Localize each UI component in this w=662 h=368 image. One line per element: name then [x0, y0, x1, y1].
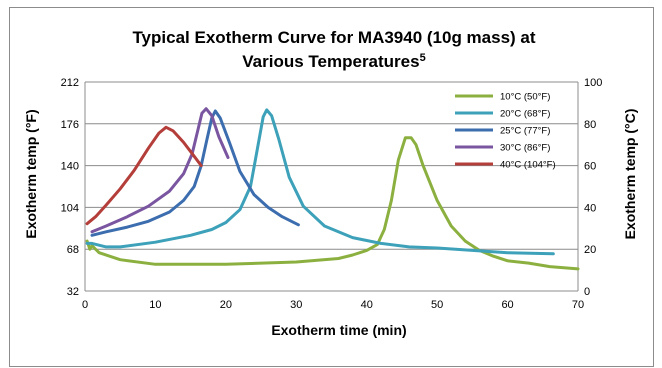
axes: 32 68 104 140 176 212 0 20 40 60 80 100 0 10 20 30 40 50 6… — [61, 77, 603, 311]
x-axis-label: Exotherm time (min) — [271, 322, 406, 338]
series-line — [85, 125, 203, 226]
y-tick-label-left: 140 — [61, 161, 79, 173]
y-axis-label-right: Exotherm temp (°C) — [622, 109, 638, 240]
y-tick-label-right: 0 — [584, 286, 590, 298]
x-tick-label: 30 — [290, 299, 302, 311]
series-line — [85, 108, 555, 256]
x-tick-label: 60 — [501, 299, 513, 311]
series-line — [90, 107, 230, 234]
x-tick-label: 40 — [361, 299, 373, 311]
y-tick-label-right: 80 — [584, 119, 596, 131]
chart-title: Typical Exotherm Curve for MA3940 (10g m… — [132, 28, 535, 47]
title-superscript: 5 — [420, 52, 426, 64]
legend-entry: 25°C (77°F) — [500, 126, 550, 137]
x-tick-label: 50 — [431, 299, 443, 311]
legend-entry: 10°C (50°F) — [500, 92, 550, 103]
x-tick-label: 0 — [82, 299, 88, 311]
y-tick-label-left: 176 — [61, 119, 79, 131]
y-tick-label-left: 68 — [67, 244, 79, 256]
exotherm-chart: Typical Exotherm Curve for MA3940 (10g m… — [23, 28, 638, 338]
y-tick-label-left: 212 — [61, 77, 79, 89]
y-tick-label-right: 40 — [584, 202, 596, 214]
y-axis-label-left: Exotherm temp (°F) — [23, 109, 39, 238]
chart-frame: Typical Exotherm Curve for MA3940 (10g m… — [9, 7, 654, 367]
series-line — [85, 136, 580, 271]
legend-entry: 40°C (104°F) — [500, 160, 556, 171]
series-line — [90, 109, 300, 237]
y-tick-label-right: 20 — [584, 244, 596, 256]
y-tick-label-right: 100 — [584, 77, 602, 89]
chart-title-line2: Various Temperatures5 — [242, 52, 425, 71]
x-tick-label: 10 — [149, 299, 161, 311]
legend-entry: 20°C (68°F) — [500, 109, 550, 120]
y-tick-label-left: 104 — [61, 202, 79, 214]
y-tick-label-left: 32 — [67, 286, 79, 298]
x-tick-label: 70 — [572, 299, 584, 311]
x-tick-label: 20 — [220, 299, 232, 311]
series-lines — [85, 107, 580, 271]
legend: 10°C (50°F) 20°C (68°F) 25°C (77°F) 30°C (8… — [455, 92, 556, 171]
legend-entry: 30°C (86°F) — [500, 143, 550, 154]
y-tick-label-right: 60 — [584, 161, 596, 173]
